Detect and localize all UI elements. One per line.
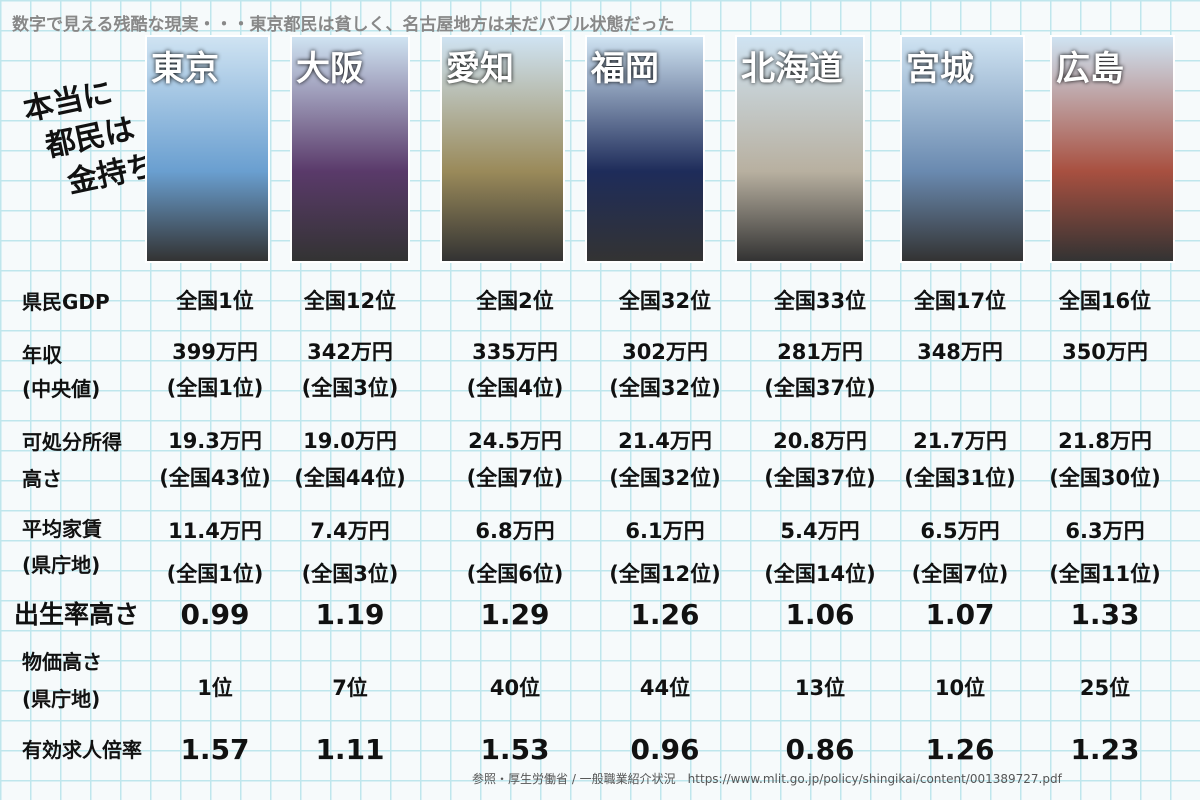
value-birth: 1.26 (630, 598, 700, 631)
value-disp-rank: (全国43位) (159, 466, 271, 490)
value-income-rank: (全国1位) (166, 376, 264, 400)
value-disp-rank: (全国7位) (466, 466, 564, 490)
value-jobs: 0.96 (630, 733, 700, 766)
value-gdp: 全国1位 (176, 289, 254, 313)
value-rent-rank: (全国6位) (466, 562, 564, 586)
value-birth: 1.19 (315, 598, 385, 631)
value-income-rank: (全国3位) (301, 376, 399, 400)
value-rent-rank: (全国14位) (764, 562, 876, 586)
value-disp-rank: (全国31位) (904, 466, 1016, 490)
value-rent: 7.4万円 (310, 519, 390, 543)
value-gdp: 全国32位 (618, 289, 712, 313)
value-birth: 1.07 (925, 598, 995, 631)
value-gdp: 全国12位 (303, 289, 397, 313)
value-disp: 21.7万円 (913, 429, 1007, 453)
label-income-sub: (中央値) (22, 377, 101, 401)
city-name: 福岡 (591, 49, 659, 89)
value-rent: 11.4万円 (168, 519, 262, 543)
value-gdp: 全国33位 (773, 289, 867, 313)
value-rent-rank: (全国7位) (911, 562, 1009, 586)
value-disp: 19.0万円 (303, 429, 397, 453)
value-rent-rank: (全国11位) (1049, 562, 1161, 586)
value-price: 10位 (934, 676, 986, 700)
value-disp: 21.4万円 (618, 429, 712, 453)
city-name: 大阪 (296, 49, 364, 89)
city-photo: 広島 (1050, 35, 1175, 263)
value-rent: 6.3万円 (1065, 519, 1145, 543)
value-income: 348万円 (917, 340, 1003, 364)
value-disp-rank: (全国37位) (764, 466, 876, 490)
value-disp-rank: (全国32位) (609, 466, 721, 490)
source-note: 参照・厚生労働省 / 一般職業紹介状況 https://www.mlit.go.… (472, 772, 1062, 786)
value-disp-rank: (全国30位) (1049, 466, 1161, 490)
value-jobs: 1.11 (315, 733, 385, 766)
label-jobs-ratio: 有効求人倍率 (22, 738, 142, 762)
city-name: 東京 (151, 49, 219, 89)
value-income-rank: (全国37位) (764, 376, 876, 400)
value-jobs: 1.23 (1070, 733, 1140, 766)
city-name: 広島 (1056, 49, 1124, 89)
value-price: 25位 (1079, 676, 1131, 700)
value-rent: 6.1万円 (625, 519, 705, 543)
city-photo: 福岡 (585, 35, 705, 263)
value-income: 342万円 (307, 340, 393, 364)
value-birth: 0.99 (180, 598, 250, 631)
value-income-rank: (全国32位) (609, 376, 721, 400)
value-price: 13位 (794, 676, 846, 700)
value-rent: 6.8万円 (475, 519, 555, 543)
value-price: 40位 (489, 676, 541, 700)
value-disp: 21.8万円 (1058, 429, 1152, 453)
value-rent: 5.4万円 (780, 519, 860, 543)
value-jobs: 1.57 (180, 733, 250, 766)
city-name: 愛知 (446, 49, 514, 89)
label-price-sub: (県庁地) (22, 687, 101, 711)
label-income: 年収 (22, 343, 62, 367)
city-name: 宮城 (906, 49, 974, 89)
city-photo: 北海道 (735, 35, 865, 263)
value-income: 281万円 (777, 340, 863, 364)
value-rent-rank: (全国1位) (166, 562, 264, 586)
value-birth: 1.33 (1070, 598, 1140, 631)
value-rent-rank: (全国3位) (301, 562, 399, 586)
value-rent-rank: (全国12位) (609, 562, 721, 586)
value-income: 399万円 (172, 340, 258, 364)
city-photo: 東京 (145, 35, 270, 263)
value-income-rank: (全国4位) (466, 376, 564, 400)
value-jobs: 0.86 (785, 733, 855, 766)
value-disp: 20.8万円 (773, 429, 867, 453)
value-price: 7位 (332, 676, 368, 700)
value-jobs: 1.26 (925, 733, 995, 766)
value-disp: 24.5万円 (468, 429, 562, 453)
label-rent-sub: (県庁地) (22, 553, 101, 577)
value-gdp: 全国2位 (476, 289, 554, 313)
value-income: 350万円 (1062, 340, 1148, 364)
label-gdp: 県民GDP (22, 290, 110, 314)
value-rent: 6.5万円 (920, 519, 1000, 543)
label-rent: 平均家賃 (22, 517, 102, 541)
value-jobs: 1.53 (480, 733, 550, 766)
value-disp: 19.3万円 (168, 429, 262, 453)
label-disposable-sub: 高さ (22, 467, 62, 491)
value-birth: 1.29 (480, 598, 550, 631)
label-birthrate: 出生率高さ (14, 600, 140, 629)
city-photo: 宮城 (900, 35, 1025, 263)
value-income: 302万円 (622, 340, 708, 364)
city-name: 北海道 (741, 49, 843, 89)
value-gdp: 全国17位 (913, 289, 1007, 313)
page-title: 数字で見える残酷な現実・・・東京都民は貧しく、名古屋地方は未だバブル状態だった (12, 15, 675, 35)
city-photo: 大阪 (290, 35, 410, 263)
value-disp-rank: (全国44位) (294, 466, 406, 490)
value-price: 1位 (197, 676, 233, 700)
label-price: 物価高さ (22, 650, 102, 674)
value-gdp: 全国16位 (1058, 289, 1152, 313)
value-price: 44位 (639, 676, 691, 700)
label-disposable: 可処分所得 (22, 430, 122, 454)
value-birth: 1.06 (785, 598, 855, 631)
city-photo: 愛知 (440, 35, 565, 263)
value-income: 335万円 (472, 340, 558, 364)
